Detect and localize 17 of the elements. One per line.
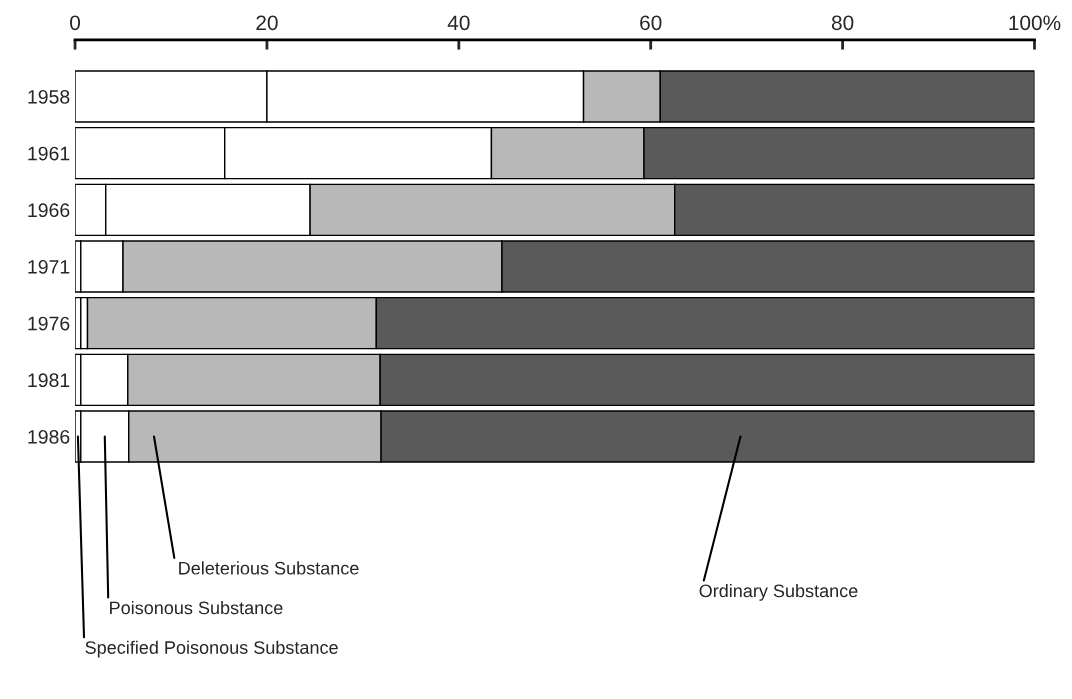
- x-tick-label: 0: [70, 15, 81, 31]
- y-tick-label: 1986: [28, 429, 70, 444]
- y-tick-label: 1961: [28, 146, 70, 161]
- y-tick-label: 1966: [28, 203, 70, 218]
- text: Deleterious Substance: [179, 561, 359, 575]
- y-tick-label: 1971: [28, 259, 70, 274]
- x-tick-label: 20: [256, 15, 278, 31]
- x-tick-label: 40: [447, 15, 470, 31]
- y-tick-label: 1958: [28, 89, 70, 104]
- x-tick-label: 80: [831, 15, 854, 31]
- x-tick-label: 60: [640, 15, 662, 31]
- y-tick-label: 1976: [28, 316, 70, 331]
- y-tick-label: 1981: [28, 373, 70, 388]
- x-tick-label: 100%: [1009, 15, 1061, 31]
- text: Poisonous Substance: [110, 601, 283, 615]
- text: Ordinary Substance: [699, 584, 858, 601]
- text: Specified Poisonous Substance: [85, 640, 338, 658]
